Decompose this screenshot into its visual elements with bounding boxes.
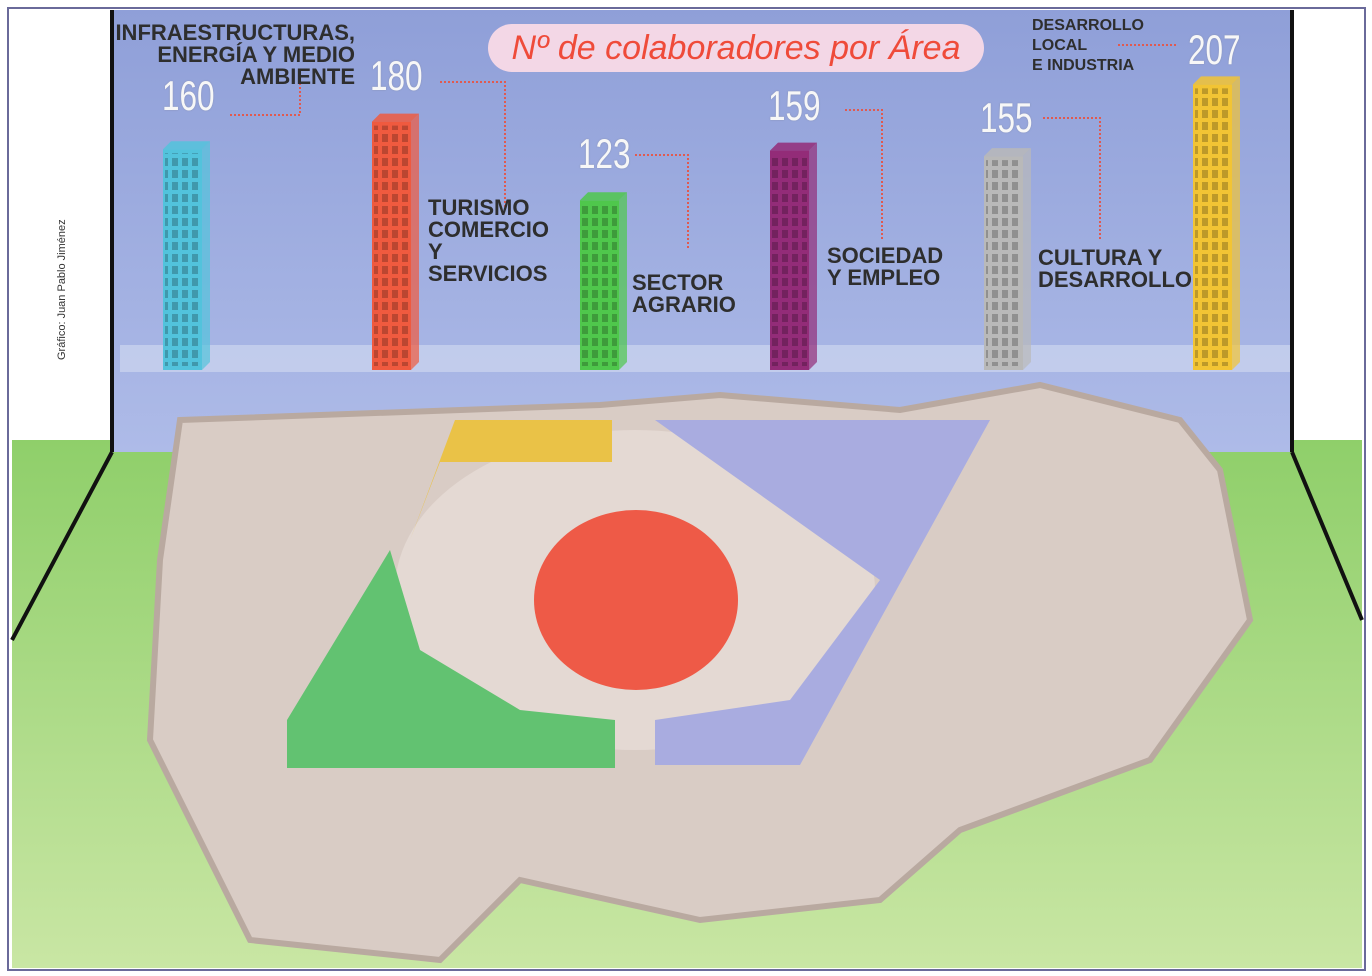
value-label: 155 xyxy=(980,94,1033,141)
category-label: TURISMO COMERCIO Y SERVICIOS xyxy=(428,195,549,286)
shape-yellow xyxy=(410,420,612,540)
bar-windows xyxy=(582,204,617,366)
bar-top xyxy=(984,148,1031,157)
edge xyxy=(1290,451,1364,621)
shape-triangle xyxy=(655,420,990,765)
bar-top xyxy=(163,141,210,150)
bar-windows xyxy=(986,160,1021,366)
bar-side xyxy=(809,142,817,370)
bar-windows xyxy=(772,154,807,366)
bar-top xyxy=(1193,76,1240,85)
bar-side xyxy=(1023,148,1031,370)
edge xyxy=(10,451,114,641)
value-label: 180 xyxy=(370,52,423,99)
bar-windows xyxy=(1195,88,1230,366)
leaders xyxy=(230,44,1178,250)
category-label: SOCIEDAD Y EMPLEO xyxy=(827,243,944,290)
shape-green xyxy=(287,550,615,768)
value-label: 160 xyxy=(162,72,215,119)
credit: Gráfico: Juan Pablo Jiménez xyxy=(56,219,68,360)
value-label: 159 xyxy=(768,82,821,129)
shelf xyxy=(120,345,1290,372)
cylinder xyxy=(534,510,738,690)
bar-side xyxy=(619,192,627,370)
bar-top xyxy=(580,192,627,201)
bar-windows xyxy=(165,153,200,366)
category-label: DESARROLLO LOCAL E INDUSTRIA xyxy=(1032,17,1144,74)
category-label: SECTOR AGRARIO xyxy=(632,270,736,317)
bar-side xyxy=(202,141,210,370)
category-label: INFRAESTRUCTURAS, ENERGÍA Y MEDIO AMBIEN… xyxy=(115,20,355,89)
bar-top xyxy=(770,142,817,151)
bar-side xyxy=(1232,76,1240,370)
category-label: CULTURA Y DESARROLLO xyxy=(1038,245,1192,292)
chart-title: Nº de colaboradores por Área xyxy=(488,24,984,72)
bar-top xyxy=(372,113,419,122)
value-label: 123 xyxy=(578,130,631,177)
bar-windows xyxy=(374,125,409,366)
backdrop xyxy=(112,10,1292,452)
bar-side xyxy=(411,113,419,370)
value-label: 207 xyxy=(1188,26,1241,73)
